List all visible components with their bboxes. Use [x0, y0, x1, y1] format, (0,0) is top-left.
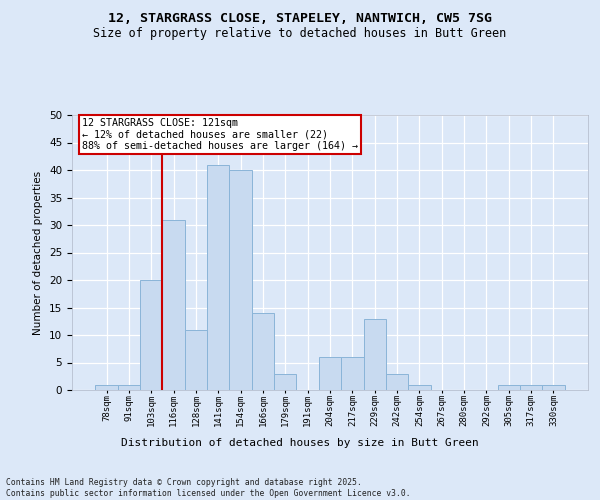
Bar — [185, 330, 207, 390]
Bar — [319, 357, 341, 390]
Text: Distribution of detached houses by size in Butt Green: Distribution of detached houses by size … — [121, 438, 479, 448]
Bar — [252, 313, 274, 390]
Bar — [341, 357, 364, 390]
Bar — [163, 220, 185, 390]
Bar — [207, 164, 229, 390]
Bar — [274, 374, 296, 390]
Text: 12 STARGRASS CLOSE: 121sqm
← 12% of detached houses are smaller (22)
88% of semi: 12 STARGRASS CLOSE: 121sqm ← 12% of deta… — [82, 118, 358, 151]
Y-axis label: Number of detached properties: Number of detached properties — [34, 170, 43, 334]
Text: Size of property relative to detached houses in Butt Green: Size of property relative to detached ho… — [94, 28, 506, 40]
Bar — [229, 170, 252, 390]
Bar — [118, 384, 140, 390]
Bar — [386, 374, 408, 390]
Bar — [140, 280, 163, 390]
Bar — [542, 384, 565, 390]
Text: Contains HM Land Registry data © Crown copyright and database right 2025.
Contai: Contains HM Land Registry data © Crown c… — [6, 478, 410, 498]
Text: 12, STARGRASS CLOSE, STAPELEY, NANTWICH, CW5 7SG: 12, STARGRASS CLOSE, STAPELEY, NANTWICH,… — [108, 12, 492, 26]
Bar — [364, 318, 386, 390]
Bar — [497, 384, 520, 390]
Bar — [408, 384, 431, 390]
Bar — [520, 384, 542, 390]
Bar — [95, 384, 118, 390]
